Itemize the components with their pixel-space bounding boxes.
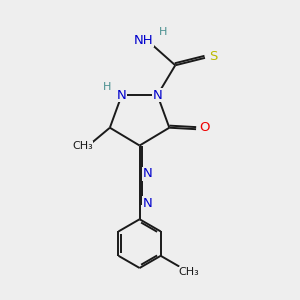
Text: N: N [143,167,153,180]
Text: N: N [153,88,162,101]
Text: NH: NH [134,34,153,46]
Text: S: S [209,50,218,63]
Text: N: N [117,88,127,101]
Text: H: H [103,82,111,92]
Text: H: H [159,27,168,37]
Text: N: N [143,197,153,210]
Text: CH₃: CH₃ [72,141,93,151]
Text: O: O [200,121,210,134]
Text: CH₃: CH₃ [178,267,200,277]
